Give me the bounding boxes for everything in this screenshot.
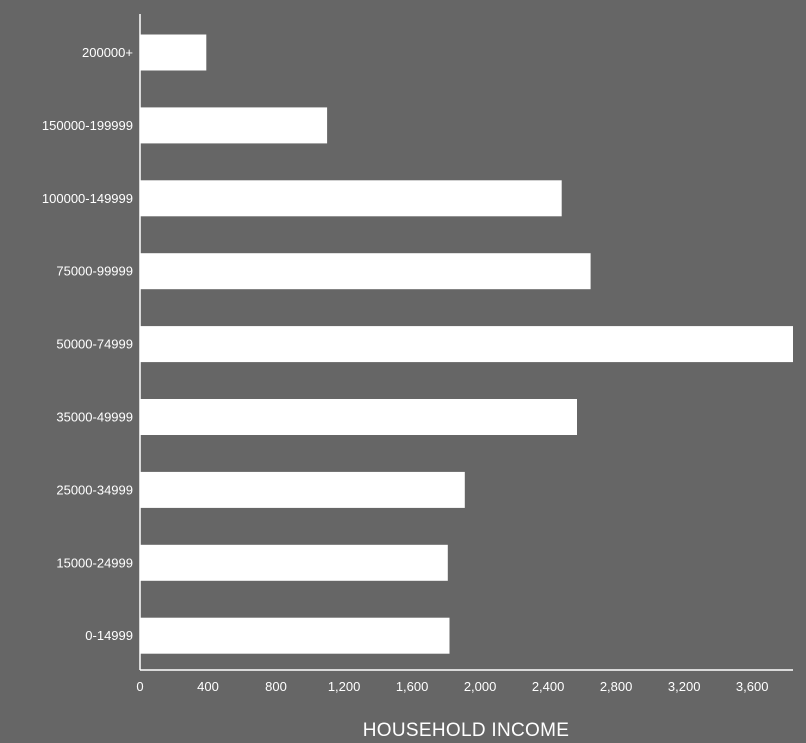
x-axis-title: HOUSEHOLD INCOME — [363, 720, 569, 741]
x-tick-label: 3,600 — [736, 679, 769, 694]
x-tick-label: 1,600 — [396, 679, 429, 694]
category-label: 35000-49999 — [56, 410, 133, 425]
category-label: 200000+ — [82, 45, 133, 60]
category-label: 100000-149999 — [42, 191, 133, 206]
category-label: 0-14999 — [85, 628, 133, 643]
bar-25000-34999 — [140, 471, 465, 508]
category-label: 25000-34999 — [56, 482, 133, 497]
bar-100000-149999 — [140, 180, 562, 217]
x-tick-label: 0 — [136, 679, 143, 694]
category-label: 50000-74999 — [56, 337, 133, 352]
x-tick-labels: 0 400 800 1,200 1,600 2,000 2,400 2,800 3,200 3,6… — [136, 679, 768, 694]
category-labels: 200000+ 150000-199999 100000-149999 75000-9… — [42, 45, 133, 643]
category-label: 75000-99999 — [56, 264, 133, 279]
x-tick-label: 1,200 — [328, 679, 361, 694]
x-tick-label: 2,800 — [600, 679, 633, 694]
category-label: 150000-199999 — [42, 118, 133, 133]
bar-35000-49999 — [140, 399, 577, 435]
bar-200000+ — [140, 34, 207, 71]
bar-75000-99999 — [140, 253, 591, 290]
bars-group — [140, 34, 793, 654]
x-tick-label: 800 — [265, 679, 287, 694]
x-tick-label: 3,200 — [668, 679, 701, 694]
x-tick-label: 2,000 — [464, 679, 497, 694]
bar-150000-199999 — [140, 107, 328, 144]
x-tick-label: 400 — [197, 679, 219, 694]
x-tick-label: 2,400 — [532, 679, 565, 694]
bar-0-14999 — [140, 617, 450, 654]
bar-15000-24999 — [140, 544, 448, 581]
category-label: 15000-24999 — [56, 555, 133, 570]
bar-50000-74999 — [140, 326, 793, 363]
